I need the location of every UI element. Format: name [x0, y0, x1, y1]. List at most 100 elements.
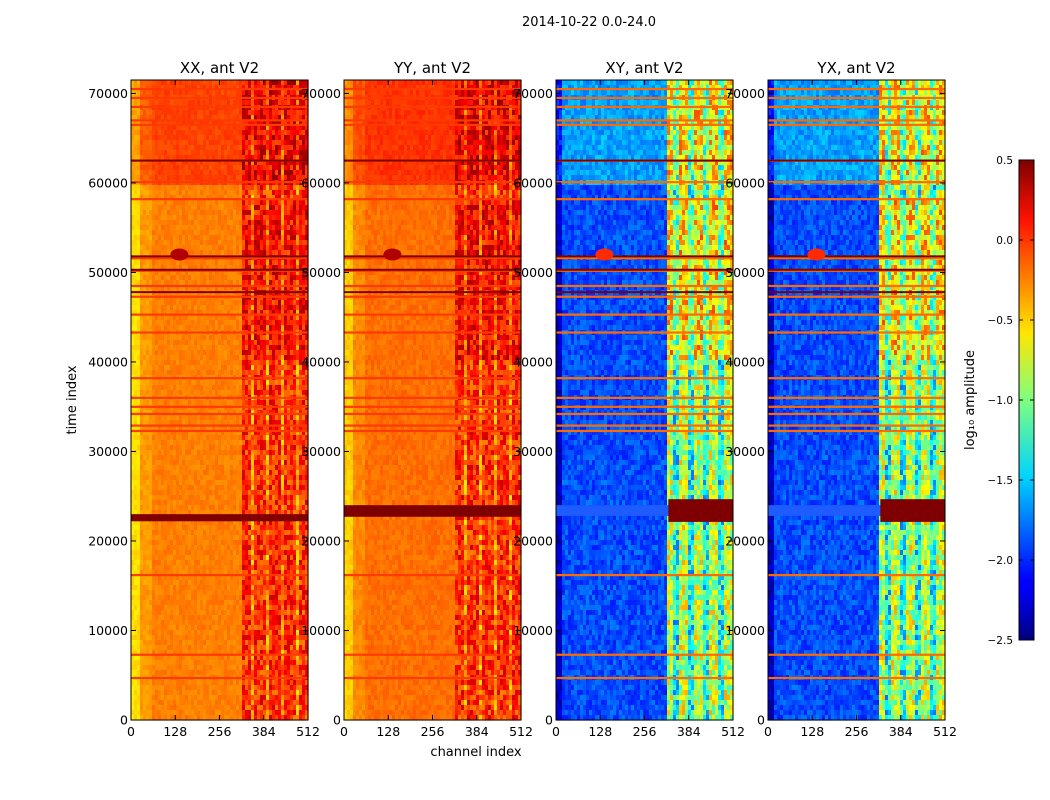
heatmap-cell: [188, 90, 192, 96]
heatmap-cell: [242, 235, 246, 241]
heatmap-cell: [305, 120, 309, 126]
heatmap-cell: [209, 185, 213, 191]
heatmap-cell: [149, 300, 153, 306]
heatmap-cell: [182, 270, 186, 276]
heatmap-cell: [293, 280, 297, 286]
heatmap-cell: [269, 190, 273, 196]
heatmap-cell: [131, 305, 135, 311]
heatmap-cell: [239, 125, 243, 131]
heatmap-cell: [233, 320, 237, 326]
heatmap-cell: [299, 340, 303, 346]
heatmap-cell: [167, 205, 171, 211]
heatmap-cell: [149, 265, 153, 271]
heatmap-cell: [176, 335, 180, 341]
heatmap-cell: [179, 145, 183, 151]
heatmap-cell: [266, 220, 270, 226]
heatmap-cell: [218, 100, 222, 106]
heatmap-cell: [233, 250, 237, 256]
heatmap-cell: [266, 170, 270, 176]
heatmap-cell: [200, 305, 204, 311]
heatmap-cell: [191, 195, 195, 201]
heatmap-cell: [188, 275, 192, 281]
heatmap-cell: [254, 170, 258, 176]
heatmap-cell: [170, 140, 174, 146]
heatmap-cell: [158, 225, 162, 231]
heatmap-cell: [275, 120, 279, 126]
heatmap-cell: [296, 275, 300, 281]
heatmap-cell: [209, 220, 213, 226]
heatmap-cell: [170, 235, 174, 241]
heatmap-cell: [137, 175, 141, 181]
heatmap-cell: [242, 100, 246, 106]
heatmap-cell: [161, 300, 165, 306]
heatmap-cell: [248, 245, 252, 251]
heatmap-cell: [248, 300, 252, 306]
heatmap-cell: [242, 245, 246, 251]
heatmap-cell: [290, 280, 294, 286]
heatmap-cell: [209, 230, 213, 236]
heatmap-cell: [200, 235, 204, 241]
heatmap-cell: [194, 260, 198, 266]
heatmap-cell: [215, 215, 219, 221]
heatmap-cell: [251, 140, 255, 146]
heatmap-cell: [257, 190, 261, 196]
heatmap-cell: [263, 300, 267, 306]
heatmap-cell: [188, 80, 192, 86]
heatmap-cell: [293, 235, 297, 241]
heatmap-cell: [179, 220, 183, 226]
heatmap-cell: [272, 175, 276, 181]
heatmap-cell: [188, 135, 192, 141]
heatmap-cell: [149, 125, 153, 131]
heatmap-cell: [149, 245, 153, 251]
heatmap-cell: [296, 110, 300, 116]
heatmap-cell: [257, 195, 261, 201]
heatmap-cell: [209, 135, 213, 141]
heatmap-cell: [281, 90, 285, 96]
heatmap-cell: [260, 90, 264, 96]
heatmap-cell: [305, 220, 309, 226]
heatmap-cell: [251, 310, 255, 316]
heatmap-cell: [164, 90, 168, 96]
heatmap-cell: [290, 155, 294, 161]
heatmap-cell: [221, 240, 225, 246]
heatmap-cell: [206, 300, 210, 306]
heatmap-cell: [218, 130, 222, 136]
heatmap-cell: [275, 220, 279, 226]
heatmap-cell: [302, 275, 306, 281]
heatmap-cell: [293, 225, 297, 231]
heatmap-cell: [170, 85, 174, 91]
heatmap-cell: [248, 185, 252, 191]
heatmap-cell: [191, 165, 195, 171]
heatmap-cell: [140, 335, 144, 341]
heatmap-cell: [209, 155, 213, 161]
heatmap-cell: [143, 280, 147, 286]
heatmap-cell: [275, 230, 279, 236]
heatmap-cell: [281, 275, 285, 281]
heatmap-cell: [191, 220, 195, 226]
heatmap-cell: [215, 245, 219, 251]
heatmap-cell: [179, 245, 183, 251]
heatmap-cell: [224, 335, 228, 341]
heatmap-cell: [185, 135, 189, 141]
heatmap-cell: [245, 100, 249, 106]
heatmap-cell: [215, 280, 219, 286]
heatmap-cell: [134, 215, 138, 221]
heatmap-cell: [263, 240, 267, 246]
heatmap-cell: [176, 280, 180, 286]
heatmap-cell: [287, 230, 291, 236]
heatmap-cell: [236, 165, 240, 171]
heatmap-cell: [290, 245, 294, 251]
heatmap-cell: [197, 275, 201, 281]
heatmap-cell: [269, 125, 273, 131]
heatmap-cell: [239, 80, 243, 86]
heatmap-cell: [305, 335, 309, 341]
heatmap-cell: [269, 175, 273, 181]
heatmap-cell: [248, 275, 252, 281]
heatmap-cell: [281, 125, 285, 131]
heatmap-cell: [224, 225, 228, 231]
heatmap-cell: [146, 200, 150, 206]
heatmap-cell: [239, 215, 243, 221]
heatmap-cell: [137, 155, 141, 161]
heatmap-cell: [146, 215, 150, 221]
